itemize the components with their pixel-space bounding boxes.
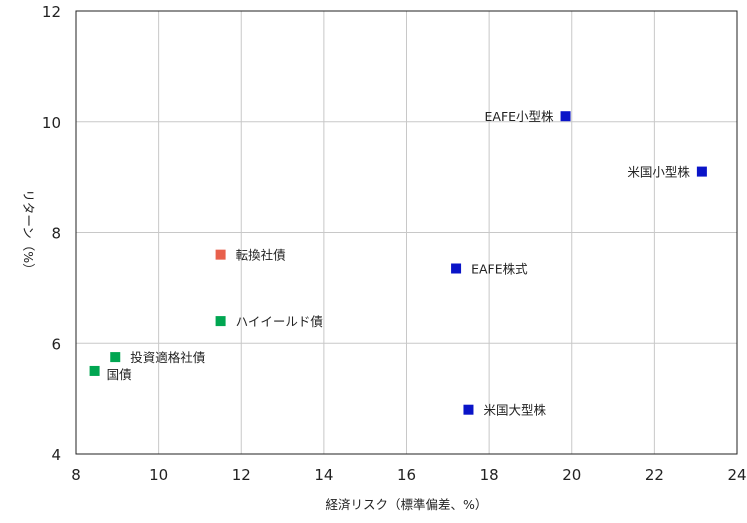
- data-point-label: EAFE株式: [471, 261, 528, 276]
- y-axis-label: リターン（%）: [21, 189, 36, 275]
- data-point-marker: [560, 111, 571, 122]
- y-tick-label: 6: [51, 335, 61, 353]
- data-point-label: 国債: [107, 367, 132, 382]
- x-tick-label: 14: [314, 466, 333, 484]
- x-tick-label: 12: [232, 466, 251, 484]
- x-tick-label: 24: [727, 466, 746, 484]
- x-tick-label: 8: [71, 466, 81, 484]
- data-point-label: ハイイールド債: [236, 314, 323, 329]
- data-point-marker: [215, 316, 226, 327]
- x-tick-label: 22: [645, 466, 664, 484]
- data-point-marker: [215, 249, 226, 260]
- x-tick-label: 10: [149, 466, 168, 484]
- x-tick-label: 16: [397, 466, 416, 484]
- y-tick-label: 10: [42, 114, 61, 132]
- x-axis-label: 経済リスク（標準偏差、%）: [326, 497, 488, 512]
- data-point-label: EAFE小型株: [485, 109, 555, 124]
- gridlines: [75, 10, 738, 455]
- data-point-marker: [451, 263, 462, 274]
- data-point-label: 投資適格社債: [130, 350, 205, 365]
- y-tick-label: 4: [51, 446, 61, 464]
- axis-ticks: 8 10 12 14 16 18 20 22 24 4 6 8 10 12: [42, 3, 747, 484]
- data-point-marker: [696, 166, 707, 177]
- data-point-marker: [463, 404, 474, 415]
- y-tick-label: 12: [42, 3, 61, 21]
- data-point-marker: [89, 365, 100, 376]
- data-point-label: 米国大型株: [483, 403, 546, 418]
- plot-area-frame: [75, 10, 738, 455]
- data-point-label: 米国小型株: [627, 165, 690, 180]
- x-tick-label: 18: [480, 466, 499, 484]
- data-point-marker: [110, 352, 121, 363]
- x-tick-label: 20: [562, 466, 581, 484]
- data-point-label: 転換社債: [236, 248, 286, 263]
- y-tick-label: 8: [51, 225, 61, 243]
